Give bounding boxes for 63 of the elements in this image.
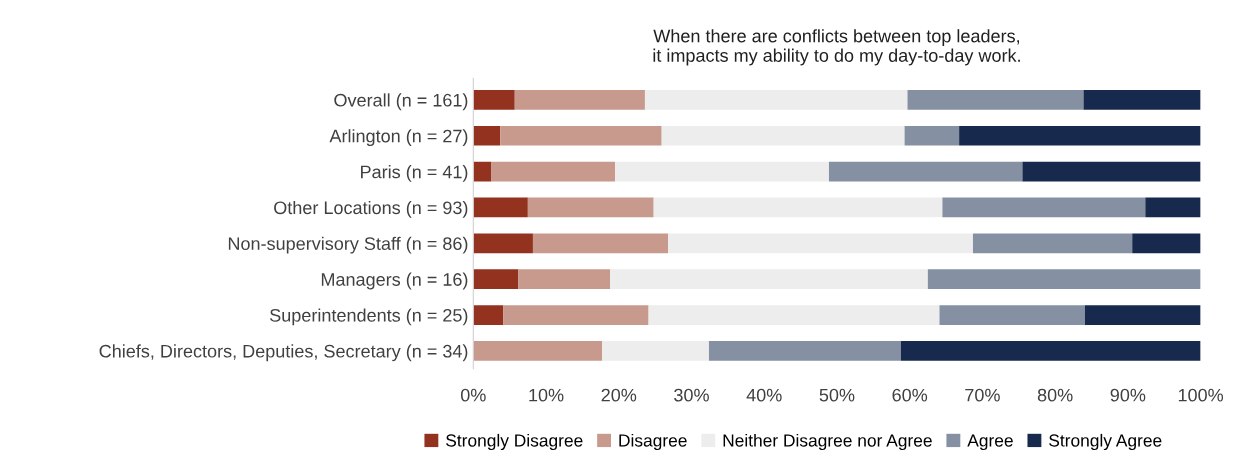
bar xyxy=(527,197,654,218)
y-tick-label: Superintendents (n = 25) xyxy=(270,308,468,326)
bar xyxy=(500,125,662,146)
x-tick-label: 80% xyxy=(1037,388,1073,402)
bar xyxy=(828,161,1023,182)
chart-title: When there are conflicts between top leaders, it impacts my ability to do my day-to-day work. xyxy=(653,29,1020,66)
bar xyxy=(648,305,940,325)
bar xyxy=(473,125,501,146)
bar xyxy=(491,161,616,182)
bar xyxy=(610,269,928,290)
bar xyxy=(473,161,492,182)
bar xyxy=(959,125,1201,146)
bar xyxy=(473,197,528,218)
x-tick-label: 0% xyxy=(460,388,486,402)
bar xyxy=(1084,305,1201,325)
bar xyxy=(653,197,943,218)
x-tick-label: 30% xyxy=(674,388,709,402)
legend-label: Strongly Agree xyxy=(1049,433,1162,451)
x-tick-label: 40% xyxy=(746,388,782,402)
bar xyxy=(473,269,519,290)
y-tick-label: Chiefs, Directors, Deputies, Secretary (n = 34) xyxy=(99,344,468,362)
bar xyxy=(615,161,829,182)
bar xyxy=(1145,197,1201,218)
bar xyxy=(708,341,901,361)
x-tick-label: 70% xyxy=(965,388,1000,402)
bar xyxy=(473,341,603,361)
bar xyxy=(900,341,1201,361)
x-tick-label: 50% xyxy=(819,388,855,402)
legend-label: Strongly Disagree xyxy=(446,433,583,451)
x-tick-label: 10% xyxy=(529,388,564,402)
bar xyxy=(514,90,645,110)
bar xyxy=(503,305,649,325)
y-tick-label: Managers (n = 16) xyxy=(321,272,468,290)
bar xyxy=(473,305,504,325)
y-tick-label: Other Locations (n = 93) xyxy=(274,200,468,218)
bar xyxy=(927,269,1201,290)
bar xyxy=(668,233,973,254)
y-tick-label: Overall (n = 161) xyxy=(334,93,468,111)
y-tick-label: Arlington (n = 27) xyxy=(329,129,468,147)
x-tick-label: 20% xyxy=(601,388,637,402)
x-tick-label: 90% xyxy=(1110,388,1146,402)
bar xyxy=(942,197,1146,218)
bar xyxy=(1022,161,1201,182)
bar xyxy=(907,90,1084,110)
bar xyxy=(602,341,709,361)
legend-label: Agree xyxy=(967,434,1013,451)
bar xyxy=(473,90,515,110)
legend-label: Disagree xyxy=(619,433,687,451)
y-tick-label: Paris (n = 41) xyxy=(361,165,468,182)
bar xyxy=(1083,90,1201,110)
bar xyxy=(473,233,533,254)
bar xyxy=(661,125,905,146)
y-tick-label: Non-supervisory Staff (n = 86) xyxy=(228,236,468,254)
x-tick-label: 60% xyxy=(892,388,928,402)
bar xyxy=(904,125,960,146)
bar xyxy=(518,269,611,290)
x-tick-label: 100% xyxy=(1178,388,1224,402)
bar xyxy=(1132,233,1201,254)
bar xyxy=(644,90,908,110)
bar xyxy=(532,233,669,254)
bar xyxy=(939,305,1085,325)
legend-label: Neither Disagree nor Agree xyxy=(723,433,932,451)
bar xyxy=(972,233,1133,254)
